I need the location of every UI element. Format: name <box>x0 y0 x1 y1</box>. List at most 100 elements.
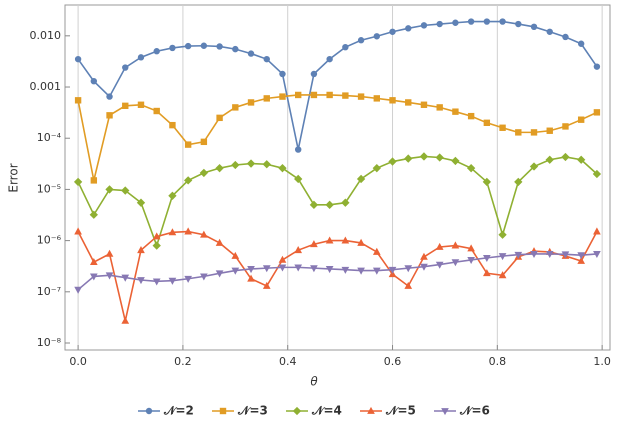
data-point <box>420 101 428 108</box>
data-point <box>514 251 523 259</box>
data-point <box>483 119 491 127</box>
series-line <box>77 253 597 291</box>
data-point <box>89 210 98 219</box>
legend-label: 𝒩=5 <box>385 404 416 418</box>
data-point <box>246 159 256 168</box>
data-point <box>483 254 491 263</box>
legend-marker <box>292 406 302 416</box>
data-point <box>294 246 303 254</box>
legend-label: 𝒩=4 <box>311 404 342 418</box>
series-line <box>77 230 598 322</box>
data-point <box>342 43 349 51</box>
data-point <box>168 191 177 200</box>
legend-marker <box>367 406 375 414</box>
y-tick-label: 0.001 <box>30 80 62 93</box>
data-point <box>404 265 413 273</box>
data-point <box>498 253 507 261</box>
x-tick-label: 0.4 <box>279 355 297 368</box>
data-point <box>357 267 365 275</box>
data-point <box>436 20 443 28</box>
x-tick-label: 1.0 <box>593 355 611 368</box>
data-point <box>105 272 114 280</box>
data-point <box>561 152 570 162</box>
data-point <box>90 177 98 184</box>
data-point <box>90 77 98 85</box>
data-point <box>420 22 428 29</box>
legend-label: 𝒩=2 <box>163 404 194 418</box>
data-point <box>389 97 396 104</box>
data-point <box>467 112 475 120</box>
data-point <box>372 164 381 173</box>
data-point <box>184 141 192 148</box>
data-point <box>152 232 161 240</box>
data-point <box>545 155 554 164</box>
data-point <box>310 70 318 78</box>
data-point <box>514 177 523 187</box>
data-point <box>356 174 366 184</box>
data-point <box>136 198 146 207</box>
series-line <box>77 94 598 181</box>
series-line <box>77 155 598 249</box>
data-point <box>121 186 130 195</box>
data-point <box>278 264 287 272</box>
legend-label: 𝒩=6 <box>459 404 490 418</box>
data-point <box>577 252 586 260</box>
data-point <box>357 37 365 44</box>
data-point <box>231 251 240 259</box>
data-point <box>389 28 396 35</box>
data-point <box>216 114 223 122</box>
data-point <box>499 124 506 131</box>
y-tick-label: 0.010 <box>30 29 62 42</box>
data-point <box>262 281 271 289</box>
data-point <box>310 265 318 273</box>
data-point <box>546 28 553 35</box>
data-point <box>435 153 444 162</box>
data-point <box>294 264 303 272</box>
data-point <box>530 251 538 259</box>
data-point <box>373 33 381 40</box>
data-point <box>89 273 98 281</box>
data-point <box>310 240 318 248</box>
legend-item: 𝒩=5 <box>360 404 416 418</box>
data-point <box>294 174 303 184</box>
data-point <box>137 277 145 285</box>
x-tick-label: 0.6 <box>384 355 402 368</box>
data-point <box>499 18 506 25</box>
data-point <box>373 95 381 102</box>
data-point <box>467 244 475 252</box>
data-point <box>168 277 177 285</box>
data-point <box>530 129 538 136</box>
data-point <box>74 227 82 235</box>
data-point <box>577 256 586 264</box>
data-point <box>278 164 287 173</box>
data-point <box>325 266 334 274</box>
data-point <box>105 249 114 257</box>
data-point <box>105 185 114 194</box>
data-point <box>592 169 602 179</box>
data-point <box>153 107 160 115</box>
data-point <box>263 95 270 102</box>
y-axis-label: Error <box>7 163 21 192</box>
data-point <box>199 168 209 178</box>
data-point <box>247 266 255 274</box>
data-point <box>326 91 333 99</box>
data-point <box>451 156 460 166</box>
data-point <box>279 93 286 100</box>
data-point <box>357 238 365 246</box>
data-point <box>247 99 255 106</box>
data-point <box>561 251 570 259</box>
data-point <box>388 266 397 274</box>
data-point <box>168 228 177 236</box>
legend-label: 𝒩=3 <box>237 404 268 418</box>
data-point <box>121 274 130 282</box>
data-point <box>483 18 491 25</box>
data-point <box>593 63 601 70</box>
data-point <box>529 162 539 171</box>
data-point <box>137 246 145 254</box>
data-point <box>137 54 145 61</box>
data-point <box>404 281 413 289</box>
data-point <box>169 44 176 52</box>
data-point <box>498 271 507 279</box>
data-point <box>247 50 255 57</box>
legend-item: 𝒩=4 <box>286 404 342 418</box>
